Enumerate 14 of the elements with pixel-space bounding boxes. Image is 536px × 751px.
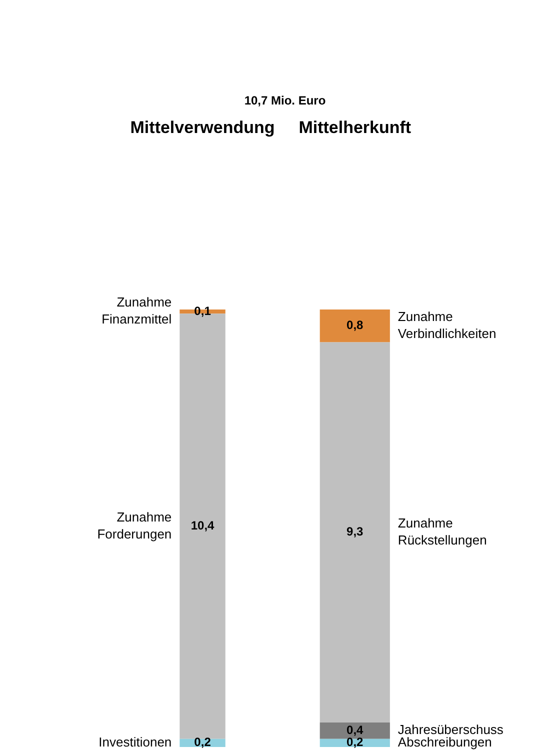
data-label: 10,4 <box>190 518 215 533</box>
data-label: 0,4 <box>346 722 364 737</box>
data-label: 0,8 <box>346 318 364 332</box>
series-label: Investitionen <box>98 734 172 750</box>
data-label: 0,2 <box>194 735 212 750</box>
chart-title: 10,7 Mio. Euro <box>244 93 326 108</box>
x-tick-label: Mittelherkunft <box>298 118 412 137</box>
series-label: Zunahme Finanzmittel <box>102 294 172 327</box>
x-tick-label: Mittelverwendung <box>130 118 275 137</box>
data-label: 9,3 <box>346 524 364 539</box>
series-label: Zunahme Forderungen <box>97 509 172 542</box>
data-label: 0,2 <box>346 735 364 750</box>
series-label: Zunahme Rückstellungen <box>398 515 487 548</box>
series-label: Zunahme Verbindlichkeiten <box>398 308 496 341</box>
